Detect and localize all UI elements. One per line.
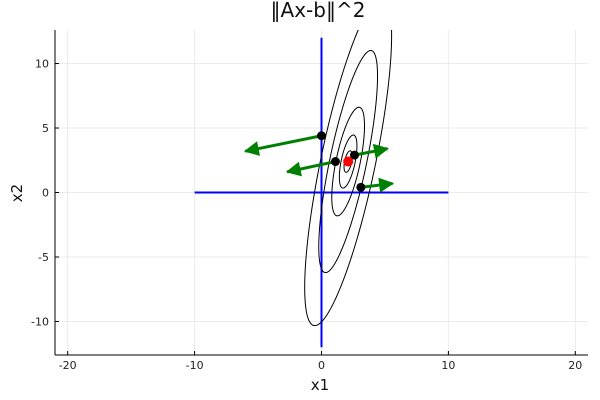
contours [304, 30, 393, 327]
gradient-arrow [360, 177, 395, 193]
gradient-arrow [285, 160, 336, 177]
ticks-layer: -20 -10 0 10 20 -10 -5 0 5 10 [31, 58, 582, 372]
reference-lines [194, 37, 449, 348]
x-axis-label: x1 [311, 376, 329, 394]
optimum-point [343, 156, 354, 167]
y-tick-label: -5 [38, 251, 49, 264]
iterate-point [330, 157, 340, 167]
x-tick-label: -10 [186, 359, 204, 372]
x-tick-label: 0 [318, 359, 325, 372]
y-tick-label: 10 [35, 58, 49, 71]
contour-line [304, 30, 393, 327]
gradient-arrow [354, 143, 389, 159]
y-tick-label: 5 [42, 122, 49, 135]
x-tick-label: 20 [568, 359, 582, 372]
x-tick-label: -20 [59, 359, 77, 372]
contour-line [338, 134, 358, 189]
y-tick-label: 0 [42, 187, 49, 200]
contour-line [318, 49, 379, 274]
x-tick-label: 10 [441, 359, 455, 372]
y-axis-label: x2 [8, 184, 26, 202]
contour-line [331, 106, 366, 217]
iterate-point [356, 182, 366, 192]
iterate-point [349, 150, 359, 160]
y-tick-label: -10 [31, 315, 49, 328]
chart-title: ‖Ax-b‖^2 [271, 0, 366, 22]
gradient-arrows [243, 134, 395, 193]
gradient-arrow [243, 134, 322, 156]
iterate-point [317, 131, 326, 141]
iterate-points [317, 131, 366, 192]
